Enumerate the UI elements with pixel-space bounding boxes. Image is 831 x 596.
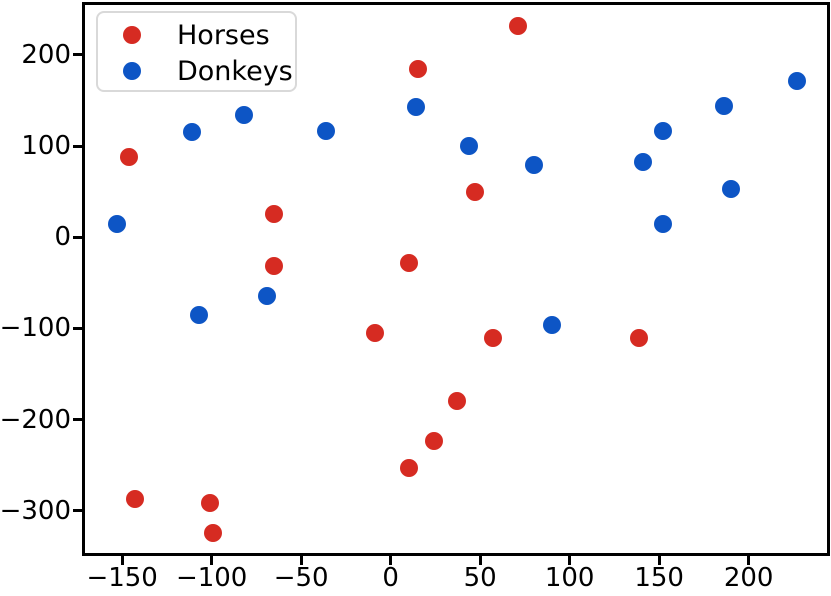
x-tick-mark — [747, 556, 751, 565]
legend-item-horses: Horses — [123, 17, 270, 53]
data-point-horses — [508, 16, 527, 35]
x-tick-label: 50 — [463, 563, 497, 593]
data-point-donkeys — [721, 179, 740, 198]
data-point-donkeys — [714, 96, 733, 115]
data-point-horses — [125, 489, 144, 508]
data-point-horses — [265, 205, 284, 224]
y-tick-mark — [73, 418, 82, 421]
legend-label-horses: Horses — [177, 19, 270, 51]
data-point-donkeys — [653, 122, 672, 141]
data-point-donkeys — [234, 106, 253, 125]
data-point-horses — [447, 392, 466, 411]
x-tick-mark — [478, 556, 482, 565]
data-point-horses — [399, 458, 418, 477]
x-tick-mark — [657, 556, 661, 565]
x-tick-mark — [568, 556, 572, 565]
plot-area — [82, 2, 830, 556]
data-point-donkeys — [653, 215, 672, 234]
x-tick-label: 150 — [634, 563, 684, 593]
data-point-horses — [465, 182, 484, 201]
y-tick-mark — [73, 326, 82, 330]
y-tick-label: 100 — [21, 131, 71, 162]
donkeys-marker-icon — [123, 62, 141, 80]
x-tick-label: −100 — [175, 563, 248, 593]
x-tick-mark — [210, 556, 214, 565]
x-tick-label: 100 — [544, 563, 595, 593]
legend: Horses Donkeys — [96, 11, 297, 92]
data-point-horses — [630, 329, 649, 348]
data-point-donkeys — [634, 153, 653, 172]
y-tick-label: −300 — [0, 495, 71, 526]
legend-item-donkeys: Donkeys — [123, 53, 293, 89]
x-tick-label: −50 — [273, 563, 329, 593]
y-tick-mark — [73, 53, 82, 57]
x-tick-mark — [299, 556, 303, 565]
data-point-donkeys — [182, 123, 201, 142]
data-point-horses — [424, 432, 443, 451]
data-point-horses — [483, 329, 502, 348]
data-point-donkeys — [460, 137, 479, 156]
y-tick-mark — [73, 235, 82, 239]
y-tick-mark — [73, 509, 82, 513]
data-point-horses — [200, 494, 219, 513]
data-point-donkeys — [542, 315, 561, 334]
data-point-horses — [204, 523, 223, 542]
y-tick-mark — [73, 144, 82, 148]
x-tick-mark — [120, 556, 124, 565]
data-point-horses — [365, 323, 384, 342]
x-tick-label: 0 — [382, 563, 399, 593]
y-tick-label: −100 — [0, 313, 71, 344]
legend-label-donkeys: Donkeys — [177, 55, 293, 87]
y-tick-label: 200 — [21, 39, 71, 70]
horses-marker-icon — [123, 26, 141, 44]
data-point-donkeys — [787, 72, 806, 91]
data-point-horses — [120, 147, 139, 166]
data-point-donkeys — [524, 156, 543, 175]
x-tick-label: 200 — [723, 563, 774, 593]
data-point-donkeys — [317, 122, 336, 141]
x-tick-label: −150 — [86, 563, 158, 593]
data-point-donkeys — [406, 97, 425, 116]
data-point-horses — [399, 253, 418, 272]
y-tick-label: 0 — [54, 222, 71, 253]
y-tick-label: −200 — [0, 404, 71, 435]
data-point-horses — [265, 257, 284, 276]
x-tick-mark — [389, 556, 393, 565]
data-point-donkeys — [190, 305, 209, 324]
data-point-donkeys — [258, 286, 277, 305]
data-point-horses — [408, 59, 427, 78]
data-point-donkeys — [107, 215, 126, 234]
